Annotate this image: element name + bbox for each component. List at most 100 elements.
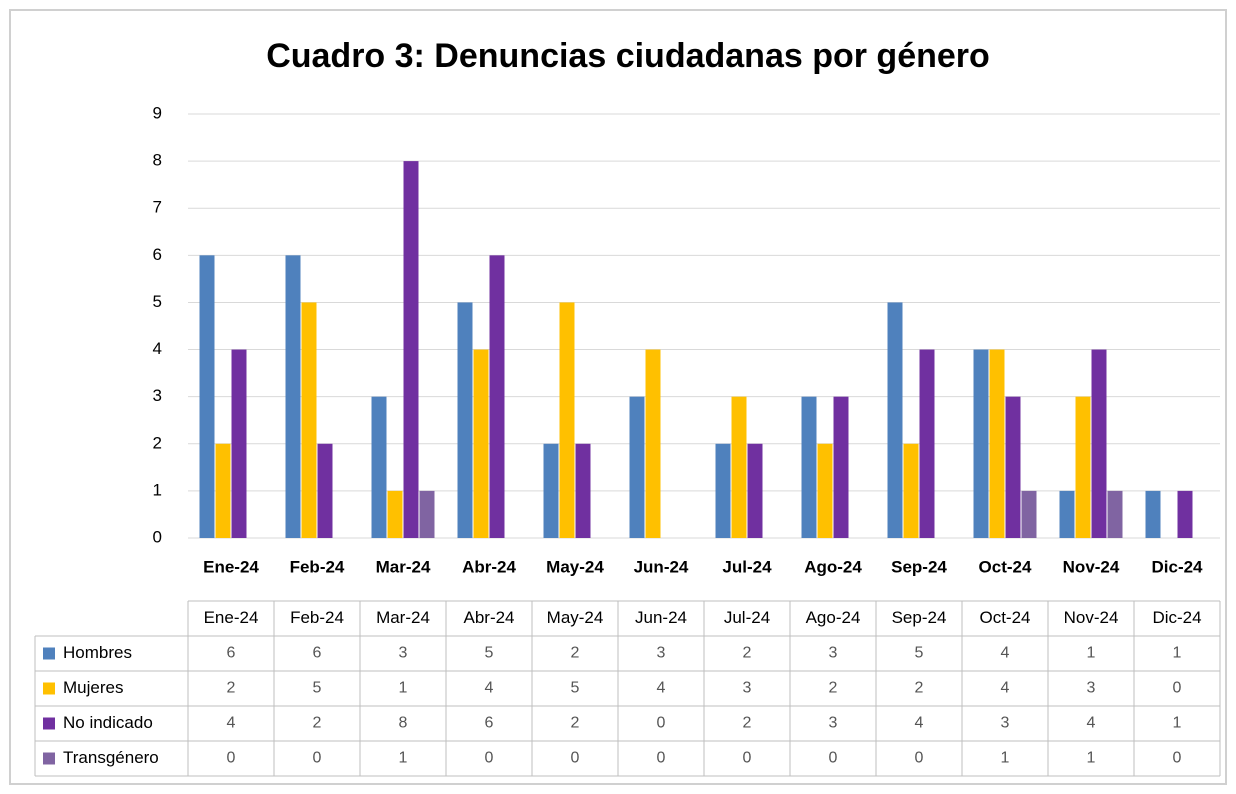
x-tick-label: Oct-24	[979, 557, 1032, 576]
bar	[919, 349, 935, 538]
table-cell: 4	[485, 680, 494, 697]
table-cell: 6	[485, 715, 494, 732]
table-header: Jul-24	[724, 608, 770, 627]
table-cell: 4	[915, 715, 924, 732]
table-cell: 2	[313, 715, 322, 732]
table-cell: 5	[313, 680, 322, 697]
bar	[199, 255, 215, 539]
table-cell: 2	[743, 645, 752, 662]
table-cell: 0	[227, 750, 236, 767]
y-tick-label: 6	[153, 245, 162, 264]
table-header: Ene-24	[204, 608, 259, 627]
table-cell: 4	[1087, 715, 1096, 732]
bar	[817, 443, 833, 538]
table-cell: 1	[399, 750, 408, 767]
table-cell: 2	[227, 680, 236, 697]
y-tick-label: 5	[153, 292, 162, 311]
x-tick-label: Nov-24	[1063, 557, 1120, 576]
bar	[559, 302, 575, 538]
chart-title: Cuadro 3: Denuncias ciudadanas por géner…	[266, 37, 990, 75]
bar	[1145, 490, 1161, 538]
bar	[903, 443, 919, 538]
table-cell: 0	[1173, 680, 1182, 697]
bar	[387, 490, 403, 538]
legend-label: No indicado	[63, 713, 153, 732]
bar	[215, 443, 231, 538]
table-cell: 3	[399, 645, 408, 662]
table-cell: 0	[657, 750, 666, 767]
y-tick-label: 8	[153, 151, 162, 170]
table-cell: 2	[915, 680, 924, 697]
table-cell: 4	[227, 715, 236, 732]
bar	[801, 396, 817, 538]
table-cell: 1	[1087, 750, 1096, 767]
table-cell: 0	[1173, 750, 1182, 767]
bar	[1059, 490, 1075, 538]
table-cell: 0	[571, 750, 580, 767]
bar	[301, 302, 317, 538]
bar	[645, 349, 661, 538]
table-cell: 0	[313, 750, 322, 767]
x-tick-label: Ene-24	[203, 557, 259, 576]
bar	[575, 443, 591, 538]
bar	[473, 349, 489, 538]
bar	[629, 396, 645, 538]
bar	[1075, 396, 1091, 538]
legend-label: Transgénero	[63, 748, 159, 767]
table-header: Ago-24	[806, 608, 861, 627]
table-cell: 5	[571, 680, 580, 697]
bar	[1091, 349, 1107, 538]
table-cell: 1	[399, 680, 408, 697]
table-header: Dic-24	[1152, 608, 1201, 627]
y-tick-label: 9	[153, 103, 162, 122]
table-cell: 0	[743, 750, 752, 767]
bar	[1177, 490, 1193, 538]
bar	[371, 396, 387, 538]
table-cell: 0	[485, 750, 494, 767]
y-tick-label: 4	[153, 339, 162, 358]
table-header: Oct-24	[979, 608, 1030, 627]
y-tick-label: 3	[153, 386, 162, 405]
table-header: Feb-24	[290, 608, 344, 627]
bar	[403, 161, 419, 538]
table-cell: 1	[1001, 750, 1010, 767]
table-cell: 2	[743, 715, 752, 732]
y-tick-label: 1	[153, 480, 162, 499]
bar	[457, 302, 473, 538]
table-cell: 5	[915, 645, 924, 662]
x-tick-label: Mar-24	[376, 557, 431, 576]
legend-swatch	[43, 717, 55, 730]
table-cell: 1	[1087, 645, 1096, 662]
bar	[543, 443, 559, 538]
table-header: Nov-24	[1064, 608, 1119, 627]
bar	[887, 302, 903, 538]
table-cell: 3	[743, 680, 752, 697]
table-cell: 6	[313, 645, 322, 662]
table-cell: 3	[657, 645, 666, 662]
legend-swatch	[43, 752, 55, 765]
table-cell: 4	[1001, 645, 1010, 662]
x-tick-label: Feb-24	[290, 557, 345, 576]
table-cell: 0	[829, 750, 838, 767]
table-cell: 3	[1001, 715, 1010, 732]
table-header: Mar-24	[376, 608, 430, 627]
bar	[1005, 396, 1021, 538]
bar	[989, 349, 1005, 538]
table-cell: 2	[571, 715, 580, 732]
x-tick-label: Abr-24	[462, 557, 516, 576]
bar	[231, 349, 247, 538]
table-header: Sep-24	[892, 608, 947, 627]
bar	[317, 443, 333, 538]
legend-swatch	[43, 647, 55, 660]
table-cell: 5	[485, 645, 494, 662]
bar	[419, 490, 435, 538]
table-cell: 1	[1173, 715, 1182, 732]
x-tick-label: Jul-24	[722, 557, 772, 576]
y-tick-label: 0	[153, 527, 162, 546]
table-cell: 6	[227, 645, 236, 662]
table-cell: 2	[829, 680, 838, 697]
table-header: Abr-24	[463, 608, 514, 627]
legend-swatch	[43, 682, 55, 695]
bar	[1107, 490, 1123, 538]
